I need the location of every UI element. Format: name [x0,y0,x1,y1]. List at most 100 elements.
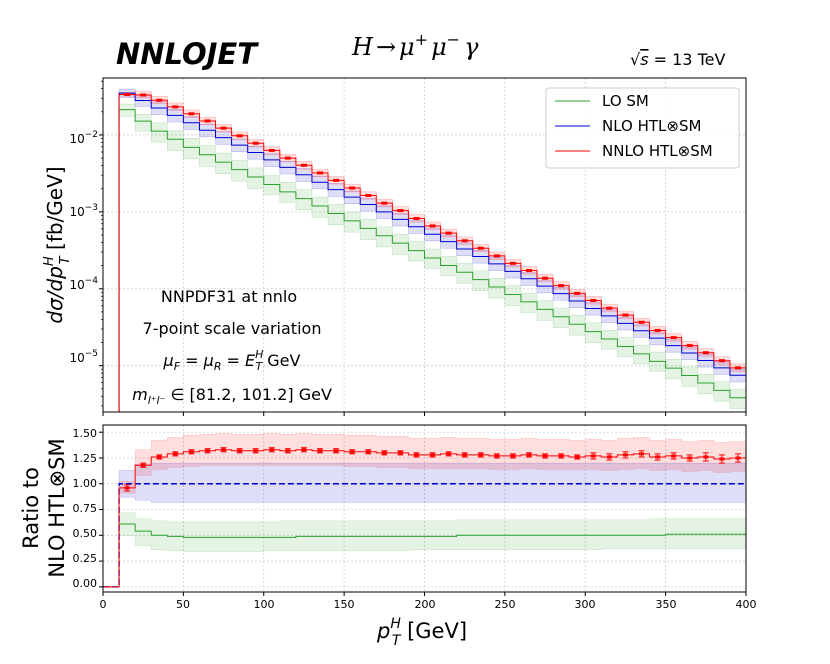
top-marker-nnlo [525,269,532,273]
annotations: NNPDF31 at nnlo 7-point scale variation … [132,287,332,407]
bottom-marker-nnlo [494,454,500,458]
bottom-marker-nnlo [446,452,452,456]
bottom-band-lo [118,512,747,553]
legend-label-lo: LO SM [602,92,649,110]
bottom-marker-nnlo [574,455,580,459]
energy-sqrt: √ [630,50,641,69]
pdf-annotation: NNPDF31 at nnlo [161,287,297,306]
scale-unit: GeV [262,351,300,370]
bottom-marker-nnlo [301,448,307,452]
top-ytick-label: 10−5 [69,349,98,365]
top-marker-nnlo [638,320,645,324]
top-marker-nnlo [445,231,452,235]
bottom-ylabel-line1: Ratio to [19,467,43,549]
xlabel: pH T [GeV] [376,616,467,649]
top-marker-nnlo [622,313,629,317]
bottom-marker-nnlo [253,449,259,453]
bottom-marker-nnlo [478,453,484,457]
xlabel-p: p [376,619,390,643]
top-marker-nnlo [333,178,340,182]
bottom-marker-nnlo [462,453,468,457]
top-marker-nnlo [252,141,259,145]
bottom-ytick-labels: 0.00 0.25 0.50 0.75 1.00 1.25 1.50 [73,427,98,590]
bottom-marker-nnlo [333,449,339,453]
scale-e-sup: H [255,348,263,361]
top-marker-nnlo [220,126,227,130]
legend: LO SM NLO HTL⊗SM NNLO HTL⊗SM [545,87,740,169]
bottom-marker-nnlo [204,449,210,453]
bottom-marker-nnlo [269,448,275,452]
process-mu1: μ [399,33,415,61]
nnlojet-logo: NNLOJET [116,37,259,71]
process-h: H [351,33,374,61]
bottom-marker-nnlo [221,448,227,452]
xtick-label: 300 [575,598,596,611]
bottom-ytick-label: 0.50 [73,527,98,540]
bottom-ytick-label: 0.25 [73,552,98,565]
ylabel-slash: /d [43,278,67,300]
top-marker-nnlo [477,246,484,250]
top-marker-nnlo [204,119,211,123]
bottom-marker-nnlo [285,449,291,453]
energy-label: √s = 13 TeV [630,50,725,69]
top-marker-nnlo [558,284,565,288]
bottom-marker-nnlo [172,452,178,456]
bottom-marker-nnlo [156,455,162,459]
top-marker-nnlo [590,298,597,302]
process-gamma: γ [464,33,479,61]
xtick-label: 200 [415,598,436,611]
process-arrow: → [376,33,396,61]
xlabel-sub: T [392,633,402,649]
top-marker-nnlo [734,366,741,370]
top-marker-nnlo [236,134,243,138]
bottom-marker-nnlo [719,457,725,461]
bottom-marker-nnlo [703,455,709,459]
ytick-exp: −3 [85,203,98,213]
bottom-marker-nnlo [124,486,130,490]
top-marker-nnlo [140,93,147,97]
bottom-ytick-label: 1.25 [73,452,98,465]
bottom-marker-nnlo [590,454,596,458]
bottom-marker-nnlo [381,451,387,455]
bottom-ytick-label: 1.50 [73,427,98,440]
top-ticks [99,80,747,416]
mass-m: m [132,385,148,404]
top-marker-nnlo [686,344,693,348]
top-lines [103,92,746,413]
ylabel-d: d [43,311,67,324]
bottom-ytick-label: 0.75 [73,502,98,515]
top-marker-nnlo [702,351,709,355]
bottom-marker-nnlo [430,453,436,457]
scale-f-sub: F [174,360,181,373]
top-marker-nnlo [156,98,163,102]
top-ylabel: dσ/dpHT [fb/GeV] [42,166,73,323]
bottom-marker-nnlo [655,455,661,459]
top-marker-nnlo [365,193,372,197]
top-marker-nnlo [509,261,516,265]
bottom-marker-nnlo [542,454,548,458]
ytick-base: 10 [69,205,84,219]
scale-variation-annotation: 7-point scale variation [143,319,322,338]
top-marker-nnlo [300,163,307,167]
legend-label-nlo: NLO HTL⊗SM [602,117,701,135]
top-marker-nnlo [381,201,388,205]
top-marker-nnlo [542,276,549,280]
process-plus: + [415,30,428,49]
scale-mu-r: μ [203,351,214,370]
bottom-marker-nnlo [671,454,677,458]
bottom-marker-nnlo [188,450,194,454]
bottom-marker-nnlo [317,449,323,453]
top-marker-nnlo [670,336,677,340]
scale-mu-f: μ [163,351,174,370]
top-ytick-label: 10−4 [69,276,98,292]
ylabel-sup: H [42,256,57,266]
xlabel-unit: [GeV] [400,619,467,643]
legend-box [545,87,740,169]
mass-sub: l⁺l⁻ [148,394,166,407]
scale-eq1: = [180,351,204,370]
bottom-marker-nnlo [349,450,355,454]
bottom-ylabel: Ratio to NLO HTL⊗SM [19,438,69,577]
ylabel-p: p [43,266,67,280]
bottom-points [124,447,741,492]
